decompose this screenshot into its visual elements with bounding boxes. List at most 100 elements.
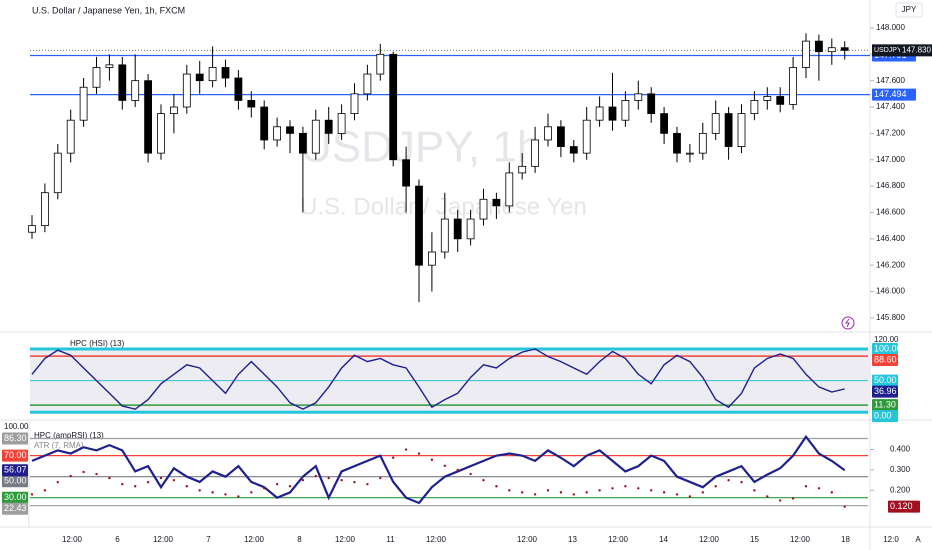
level-label-bg xyxy=(2,449,28,462)
y-tick-label: 147.000 xyxy=(876,155,905,164)
atr-dot xyxy=(727,478,730,482)
candle-body xyxy=(131,80,140,101)
candle-body xyxy=(41,192,49,227)
candle-body xyxy=(582,119,591,154)
last-value-label-bg xyxy=(872,385,898,398)
alert-icon[interactable] xyxy=(841,316,855,330)
candle-body xyxy=(195,73,204,82)
candle-body xyxy=(324,119,333,134)
atr-dot xyxy=(611,487,614,490)
candle-body xyxy=(311,119,320,154)
atr-dot xyxy=(843,505,846,508)
auto-scale-button[interactable]: A xyxy=(915,535,921,544)
candle-body xyxy=(827,47,836,53)
x-tick-label: 14 xyxy=(659,535,668,544)
atr-dot xyxy=(301,478,305,482)
candle-body xyxy=(802,40,810,68)
atr-dot xyxy=(675,493,679,496)
atr-dot xyxy=(95,472,98,476)
level-label: 100.00 xyxy=(874,343,902,353)
watermark: USDJPY, 1h xyxy=(300,123,541,172)
candle-body xyxy=(92,67,101,88)
level-label: 0.00 xyxy=(874,411,892,421)
level-label-bg xyxy=(872,88,916,101)
symbol-tag: USDJPY xyxy=(874,47,902,54)
atr-dot xyxy=(714,485,717,488)
candle-body xyxy=(531,139,539,167)
currency-button-label[interactable]: JPY xyxy=(902,5,917,14)
y-tick-label: 146.400 xyxy=(876,234,905,243)
y2-tick-label: 0.200 xyxy=(890,485,911,494)
symbol-tag-bg xyxy=(872,44,900,57)
candle-body xyxy=(840,47,849,51)
atr-dot xyxy=(353,480,356,484)
atr-dot xyxy=(263,487,266,490)
candle-body xyxy=(415,185,423,266)
x-tick-label: 12:00 xyxy=(62,535,83,544)
atr-dot xyxy=(275,483,279,486)
level-label-bg xyxy=(872,410,898,423)
atr-dot xyxy=(237,495,240,498)
alert-icon-bolt xyxy=(845,318,850,328)
candle-body xyxy=(634,93,643,101)
candle-body xyxy=(273,126,282,141)
atr-dot xyxy=(598,489,601,492)
atr-dot xyxy=(495,485,498,488)
atr-dot xyxy=(185,485,188,488)
level-label: 11.30 xyxy=(874,400,896,410)
atr-dot xyxy=(108,476,111,480)
y-tick-label: 147.600 xyxy=(876,76,905,85)
x-tick-label: 8 xyxy=(297,535,302,544)
y-tick-label: 100.00 xyxy=(4,422,29,431)
y-tick-label: 120.00 xyxy=(874,335,899,344)
chart-title: U.S. Dollar / Japanese Yen, 1h, FXCM xyxy=(32,5,185,15)
watermark-sub: U.S. Dollar / Japanese Yen xyxy=(300,193,587,220)
candle-body xyxy=(621,100,630,121)
candle-body xyxy=(595,106,604,121)
atr-dot xyxy=(804,485,808,488)
candle-body xyxy=(763,96,772,101)
atr-dot xyxy=(134,485,137,488)
atr-dot xyxy=(779,499,782,502)
y2-tick-label: 0.400 xyxy=(890,445,911,454)
level-label-bg xyxy=(2,475,28,488)
candle-body xyxy=(208,67,217,82)
candle-body xyxy=(647,93,656,115)
currency-button[interactable] xyxy=(895,2,923,18)
candle-body xyxy=(157,113,165,154)
candle-body xyxy=(286,126,294,134)
candle-body xyxy=(221,67,230,79)
atr-dot xyxy=(327,476,330,480)
atr-dot xyxy=(379,476,382,480)
atr-dot xyxy=(456,468,459,472)
candle-body xyxy=(66,119,75,154)
level-label: 50.00 xyxy=(874,375,897,385)
atr-dot xyxy=(69,474,72,478)
atr-dot xyxy=(791,497,795,500)
level-label-bg xyxy=(2,502,28,515)
candle-body xyxy=(389,53,398,161)
atr-dot xyxy=(521,491,524,494)
level-label-bg xyxy=(2,491,28,504)
candle-body xyxy=(711,113,720,134)
candle-body xyxy=(440,218,449,253)
pane-title: HPC (ampRSI) (13) xyxy=(34,431,104,440)
level-label-bg xyxy=(872,399,898,412)
candle-body xyxy=(466,218,475,240)
candle-body xyxy=(776,96,785,105)
atr-dot xyxy=(753,489,756,492)
candle-body xyxy=(686,152,694,155)
atr-dot xyxy=(43,489,47,492)
y-tick-label: 147.200 xyxy=(876,128,905,137)
x-tick-label: 12:00 xyxy=(153,535,174,544)
level-label: 86.30 xyxy=(4,433,27,443)
atr-dot xyxy=(740,480,743,484)
x-tick-label: 12:00 xyxy=(426,535,447,544)
y-tick-label: 146.600 xyxy=(876,208,905,217)
x-tick-label: 12:00 xyxy=(699,535,720,544)
atr-dot xyxy=(508,489,511,492)
level-label: 30.00 xyxy=(4,492,27,502)
candle-body xyxy=(698,132,707,154)
candle-body xyxy=(402,159,411,187)
